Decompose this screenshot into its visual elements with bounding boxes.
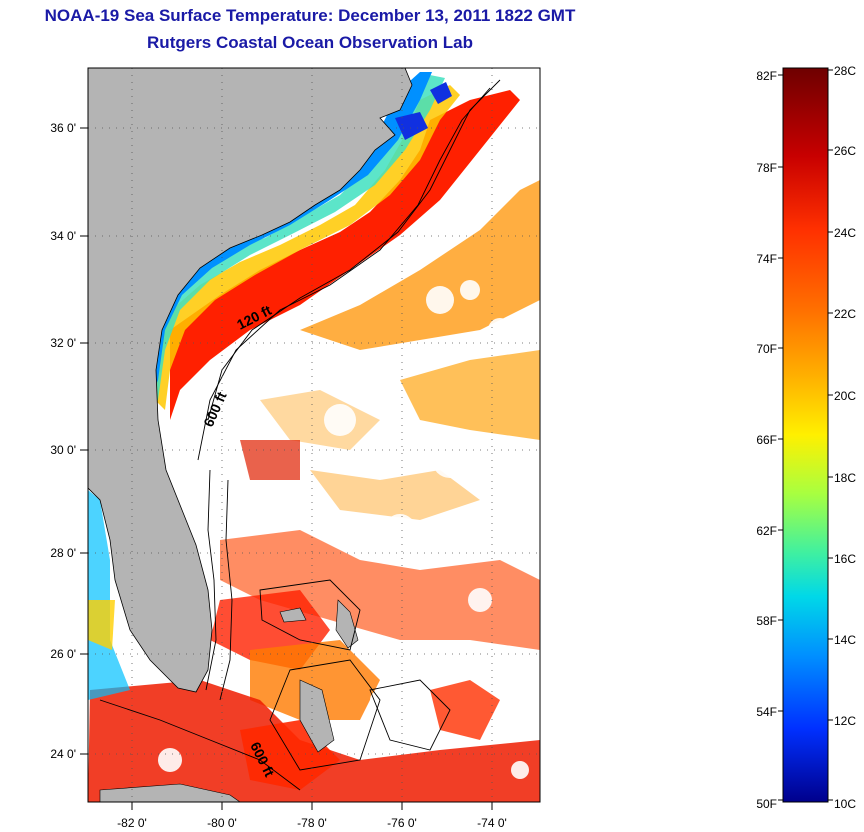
- lon-tick-74: -74 0': [477, 816, 507, 830]
- colorbar-c-26: 26C: [834, 144, 856, 158]
- lat-tick-26: 26 0': [50, 647, 76, 661]
- temperature-colorbar: 82F 78F 74F 70F 66F 62F 58F 54F 50F 28C …: [756, 64, 856, 811]
- colorbar-f-70: 70F: [756, 342, 777, 356]
- colorbar-f-82: 82F: [756, 69, 777, 83]
- lon-tick-82: -82 0': [117, 816, 147, 830]
- depth-contours: [99, 79, 501, 791]
- colorbar-c-22: 22C: [834, 307, 856, 321]
- lat-tick-24: 24 0': [50, 747, 76, 761]
- map-subtitle: Rutgers Coastal Ocean Observation Lab: [147, 33, 473, 52]
- lon-tick-78: -78 0': [297, 816, 327, 830]
- axis-ticks: [80, 127, 493, 810]
- colorbar-gradient: [782, 67, 829, 803]
- lat-tick-30: 30 0': [50, 443, 76, 457]
- cuba: [99, 783, 241, 802]
- mid-temp-band: [155, 85, 460, 410]
- colorbar-c-12: 12C: [834, 714, 856, 728]
- colorbar-c-10: 10C: [834, 797, 856, 811]
- gulf-stream-band: [170, 90, 520, 420]
- colorbar-f-78: 78F: [756, 161, 777, 175]
- cool-temp-band: [150, 75, 445, 410]
- colorbar-f-62: 62F: [756, 524, 777, 538]
- map-title: NOAA-19 Sea Surface Temperature: Decembe…: [44, 6, 576, 25]
- lat-tick-28: 28 0': [50, 546, 76, 560]
- bahamas-island: [335, 599, 359, 649]
- colorbar-c-16: 16C: [834, 552, 856, 566]
- lat-tick-36: 36 0': [50, 121, 76, 135]
- cloud-cover: [158, 280, 534, 779]
- lon-tick-76: -76 0': [387, 816, 417, 830]
- colorbar-f-58: 58F: [756, 614, 777, 628]
- colorbar-f-54: 54F: [756, 705, 777, 719]
- colorbar-f-66: 66F: [756, 433, 777, 447]
- cold-temp-band: [150, 72, 432, 400]
- gulf-coast-band: [88, 490, 130, 700]
- us-mainland: [88, 68, 413, 693]
- lon-tick-80: -80 0': [207, 816, 237, 830]
- grand-bahama: [279, 607, 307, 623]
- map-content: 120 ft 600 ft 600 ft: [88, 68, 540, 802]
- lat-tick-34: 34 0': [50, 229, 76, 243]
- colorbar-f-50: 50F: [756, 797, 777, 811]
- lat-tick-32: 32 0': [50, 336, 76, 350]
- andros-island: [299, 679, 335, 753]
- map-frame: [87, 67, 541, 803]
- colorbar-c-14: 14C: [834, 633, 856, 647]
- colorbar-c-24: 24C: [834, 226, 856, 240]
- colorbar-c-28: 28C: [834, 64, 856, 78]
- colorbar-c-20: 20C: [834, 389, 856, 403]
- colorbar-f-74: 74F: [756, 252, 777, 266]
- colorbar-c-18: 18C: [834, 471, 856, 485]
